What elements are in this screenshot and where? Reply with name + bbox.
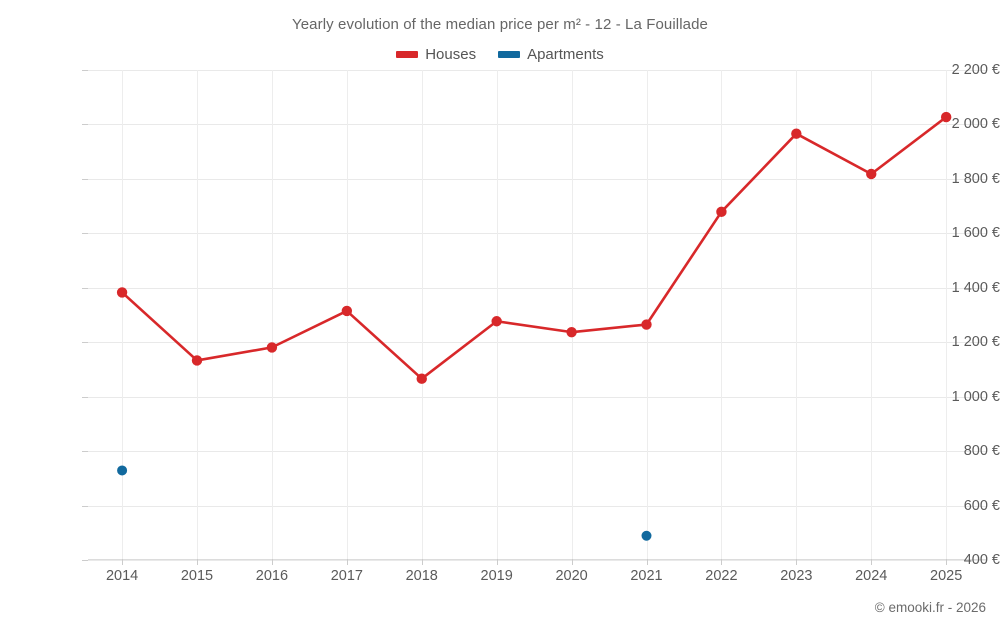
gridline-horizontal — [88, 451, 987, 453]
x-axis-tick-label: 2018 — [405, 568, 438, 584]
y-axis-tick-label: 1 800 € — [951, 170, 1000, 187]
y-axis-tick-mark — [82, 342, 88, 344]
legend-swatch-apartments — [498, 51, 521, 58]
y-axis-tick-mark — [82, 287, 88, 289]
x-axis-tick-mark — [496, 559, 498, 565]
chart-title: Yearly evolution of the median price per… — [292, 16, 708, 33]
x-axis-tick-mark — [271, 559, 273, 565]
y-axis-tick-mark — [82, 233, 88, 235]
x-axis-tick-mark — [946, 559, 948, 565]
legend-item-houses[interactable]: Houses — [396, 46, 476, 63]
x-axis-tick-label: 2016 — [255, 568, 289, 584]
x-axis-tick-mark — [646, 559, 648, 565]
y-axis-tick-label: 800 € — [963, 443, 1000, 460]
x-axis-tick-label: 2022 — [705, 568, 738, 584]
x-axis-tick-label: 2015 — [180, 568, 214, 584]
gridline-vertical — [646, 70, 648, 560]
x-axis-tick-mark — [197, 559, 198, 565]
y-axis-tick-mark — [82, 70, 88, 71]
x-axis-tick-label: 2023 — [780, 568, 813, 584]
y-axis-tick-label: 1 200 € — [951, 334, 1000, 351]
x-axis-tick-mark — [796, 559, 798, 565]
gridline-horizontal — [88, 560, 987, 561]
y-axis-tick-label: 1 000 € — [951, 388, 1000, 405]
x-axis-tick-label: 2021 — [630, 568, 663, 584]
gridline-vertical — [571, 70, 573, 560]
x-axis-tick-label: 2020 — [555, 568, 588, 584]
gridline-horizontal — [88, 233, 987, 235]
x-axis-line — [88, 559, 987, 560]
x-axis-tick-mark — [571, 559, 573, 565]
plot-area — [88, 70, 987, 561]
y-axis-tick-label: 1 400 € — [951, 279, 1000, 296]
gridline-vertical — [421, 70, 423, 560]
chart-legend: Houses Apartments — [0, 46, 1000, 63]
gridline-horizontal — [88, 70, 987, 71]
x-axis-tick-label: 2014 — [105, 568, 139, 584]
gridline-vertical — [197, 70, 198, 560]
gridline-vertical — [496, 70, 498, 560]
y-axis-tick-label: 2 000 € — [951, 116, 1000, 133]
legend-swatch-houses — [396, 51, 419, 58]
gridline-vertical — [271, 70, 273, 560]
gridline-vertical — [122, 70, 124, 560]
y-axis-tick-mark — [82, 560, 88, 561]
x-axis-tick-mark — [421, 559, 423, 565]
gridline-horizontal — [88, 505, 987, 507]
x-axis-tick-mark — [871, 559, 873, 565]
x-axis-tick-mark — [721, 559, 723, 565]
y-axis-tick-mark — [82, 396, 88, 398]
y-axis-tick-label: 400 € — [963, 552, 1000, 568]
x-axis-tick-mark — [346, 559, 348, 565]
y-axis-tick-mark — [82, 178, 88, 180]
gridline-vertical — [346, 70, 348, 560]
gridline-vertical — [796, 70, 798, 560]
y-axis-tick-mark — [82, 505, 88, 507]
y-axis-tick-label: 2 200 € — [951, 62, 1000, 78]
legend-label-houses: Houses — [425, 46, 477, 63]
gridline-vertical — [721, 70, 723, 560]
x-axis-tick-label: 2024 — [855, 568, 888, 584]
gridline-vertical — [946, 70, 948, 560]
y-axis-tick-mark — [82, 451, 88, 453]
x-axis-tick-label: 2017 — [330, 568, 363, 584]
legend-label-apartments: Apartments — [527, 46, 604, 63]
gridline-horizontal — [88, 287, 987, 289]
gridline-horizontal — [88, 342, 987, 344]
gridline-vertical — [871, 70, 873, 560]
gridline-horizontal — [88, 124, 987, 126]
legend-item-apartments[interactable]: Apartments — [498, 46, 604, 63]
gridline-horizontal — [88, 396, 987, 398]
y-axis-tick-label: 1 600 € — [951, 225, 1000, 242]
gridline-horizontal — [88, 178, 987, 180]
x-axis-tick-mark — [122, 559, 124, 565]
x-axis-tick-label: 2025 — [930, 568, 963, 584]
footer-credit: © emooki.fr - 2026 — [874, 600, 986, 615]
y-axis-tick-mark — [82, 124, 88, 126]
x-axis-tick-label: 2019 — [480, 568, 513, 584]
y-axis-tick-label: 600 € — [963, 497, 1000, 514]
